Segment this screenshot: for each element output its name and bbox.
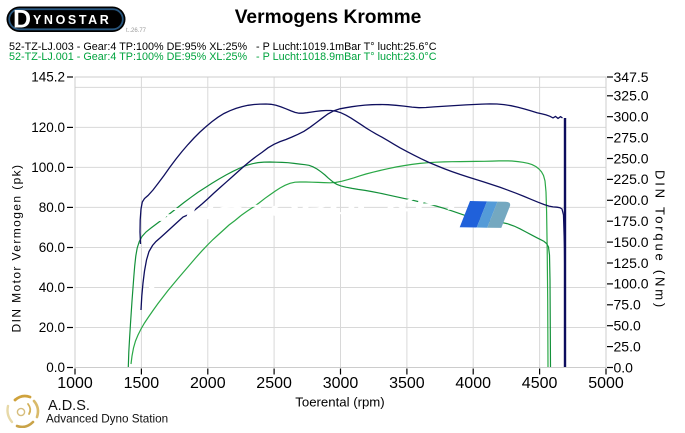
- svg-text:4000: 4000: [455, 375, 491, 392]
- svg-text:2000: 2000: [190, 375, 226, 392]
- svg-text:Vermogens Kromme: Vermogens Kromme: [235, 7, 422, 28]
- svg-text:75.0: 75.0: [614, 297, 641, 313]
- svg-text:52-TZ-LJ.001 - Gear:4 TP:100%: 52-TZ-LJ.001 - Gear:4 TP:100% DE:95% XL:…: [9, 51, 437, 63]
- svg-text:347.5: 347.5: [614, 69, 649, 85]
- svg-text:80.0: 80.0: [39, 200, 65, 215]
- svg-text:100.0: 100.0: [614, 276, 649, 292]
- svg-text:4500: 4500: [522, 375, 558, 392]
- svg-text:A.D.S.: A.D.S.: [48, 398, 90, 414]
- svg-text:3000: 3000: [323, 375, 359, 392]
- svg-text:25.0: 25.0: [614, 338, 641, 354]
- svg-text:DIN Motor Vermogen (pk): DIN Motor Vermogen (pk): [10, 164, 24, 333]
- svg-text:Advanced Dyno Station: Advanced Dyno Station: [46, 413, 168, 426]
- svg-text:Toerental (rpm): Toerental (rpm): [295, 395, 384, 410]
- svg-text:60.0: 60.0: [39, 240, 65, 255]
- svg-text:t..26.77: t..26.77: [126, 28, 147, 34]
- svg-text:52-TZ-LJ.003 - Gear:4 TP:100%: 52-TZ-LJ.003 - Gear:4 TP:100% DE:95% XL:…: [9, 41, 437, 53]
- svg-text:YNOSTAR: YNOSTAR: [33, 13, 111, 27]
- svg-text:145.2: 145.2: [31, 70, 65, 85]
- svg-text:5000: 5000: [588, 375, 624, 392]
- svg-text:2500: 2500: [256, 375, 292, 392]
- svg-text:50.0: 50.0: [614, 318, 641, 334]
- svg-text:325.0: 325.0: [614, 88, 649, 104]
- svg-text:125.0: 125.0: [614, 255, 649, 271]
- svg-text:0.0: 0.0: [46, 360, 65, 375]
- svg-text:1000: 1000: [57, 375, 93, 392]
- svg-text:40.0: 40.0: [39, 280, 65, 295]
- svg-text:DIN Torque (Nm): DIN Torque (Nm): [653, 170, 668, 310]
- svg-text:120.0: 120.0: [31, 120, 65, 135]
- svg-text:20.0: 20.0: [39, 320, 65, 335]
- svg-text:275.0: 275.0: [614, 129, 649, 145]
- svg-text:150.0: 150.0: [614, 234, 649, 250]
- svg-text:175.0: 175.0: [614, 213, 649, 229]
- svg-text:225.0: 225.0: [614, 171, 649, 187]
- svg-text:3500: 3500: [389, 375, 425, 392]
- svg-text:100.0: 100.0: [31, 160, 65, 175]
- svg-text:200.0: 200.0: [614, 192, 649, 208]
- svg-text:300.0: 300.0: [614, 109, 649, 125]
- svg-text:D: D: [13, 6, 31, 34]
- svg-text:1500: 1500: [124, 375, 160, 392]
- svg-text:0.0: 0.0: [614, 359, 634, 375]
- svg-text:250.0: 250.0: [614, 150, 649, 166]
